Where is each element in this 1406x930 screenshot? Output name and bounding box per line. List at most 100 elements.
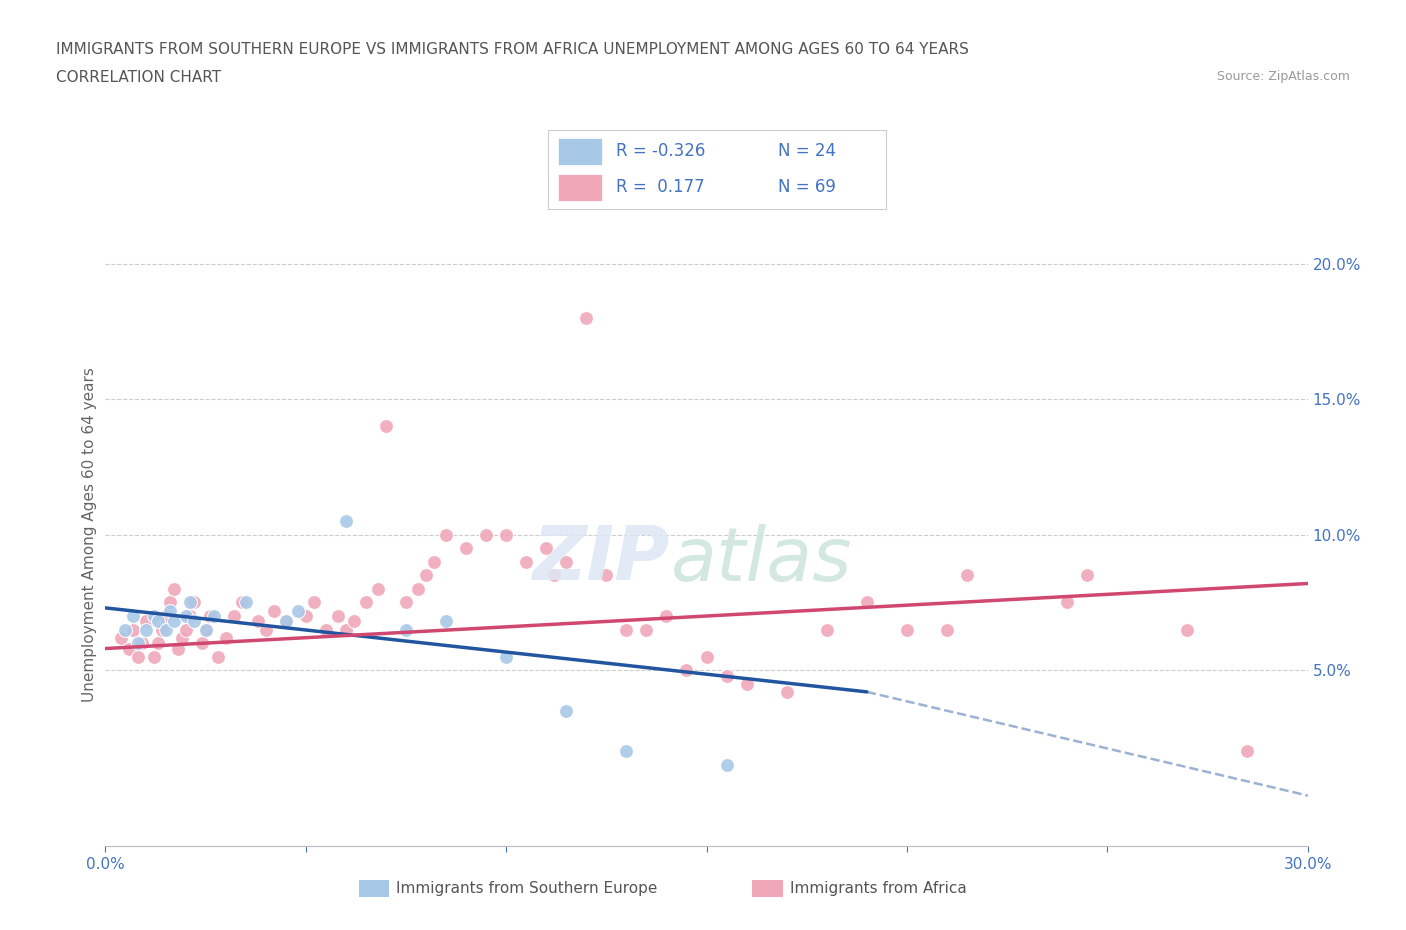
Point — [395, 595, 418, 610]
Point — [194, 622, 217, 637]
Point — [855, 595, 877, 610]
Point — [274, 614, 297, 629]
Point — [395, 622, 418, 637]
Point — [190, 636, 212, 651]
Point — [515, 554, 537, 569]
Point — [162, 614, 184, 629]
Point — [575, 311, 598, 325]
Point — [655, 608, 678, 623]
Point — [315, 622, 337, 637]
Point — [122, 608, 145, 623]
Point — [776, 684, 799, 699]
Point — [434, 527, 457, 542]
Point — [150, 622, 173, 637]
Point — [302, 595, 325, 610]
Point — [434, 614, 457, 629]
Point — [274, 614, 297, 629]
Point — [406, 581, 429, 596]
Text: R = -0.326: R = -0.326 — [616, 141, 706, 160]
Point — [423, 554, 446, 569]
Point — [815, 622, 838, 637]
Point — [146, 636, 169, 651]
Point — [495, 527, 517, 542]
Point — [198, 608, 221, 623]
Point — [735, 676, 758, 691]
Point — [896, 622, 918, 637]
Point — [135, 614, 157, 629]
Point — [127, 649, 149, 664]
Point — [110, 631, 132, 645]
Point — [179, 595, 201, 610]
Point — [254, 622, 277, 637]
Y-axis label: Unemployment Among Ages 60 to 64 years: Unemployment Among Ages 60 to 64 years — [82, 367, 97, 702]
Point — [374, 418, 398, 433]
Point — [142, 608, 165, 623]
Point — [335, 622, 357, 637]
Text: IMMIGRANTS FROM SOUTHERN EUROPE VS IMMIGRANTS FROM AFRICA UNEMPLOYMENT AMONG AGE: IMMIGRANTS FROM SOUTHERN EUROPE VS IMMIG… — [56, 42, 969, 57]
Text: CORRELATION CHART: CORRELATION CHART — [56, 70, 221, 85]
Point — [1076, 568, 1098, 583]
Point — [367, 581, 389, 596]
Bar — [558, 139, 602, 165]
Point — [155, 622, 177, 637]
Text: R =  0.177: R = 0.177 — [616, 179, 704, 196]
Point — [696, 649, 718, 664]
Point — [183, 614, 205, 629]
Point — [936, 622, 959, 637]
Point — [235, 595, 257, 610]
Point — [207, 649, 229, 664]
Point — [174, 608, 197, 623]
Point — [595, 568, 617, 583]
Point — [636, 622, 658, 637]
Point — [475, 527, 498, 542]
Point — [202, 608, 225, 623]
Text: Immigrants from Africa: Immigrants from Africa — [790, 881, 967, 896]
Point — [534, 541, 557, 556]
Point — [155, 608, 177, 623]
Point — [166, 641, 188, 656]
Point — [326, 608, 349, 623]
Point — [956, 568, 979, 583]
Point — [146, 614, 169, 629]
Point — [135, 622, 157, 637]
Point — [131, 636, 153, 651]
Point — [246, 614, 269, 629]
Point — [295, 608, 318, 623]
Point — [231, 595, 253, 610]
Point — [162, 581, 184, 596]
Point — [183, 595, 205, 610]
Point — [495, 649, 517, 664]
Point — [114, 622, 136, 637]
Point — [1236, 744, 1258, 759]
Point — [142, 649, 165, 664]
Point — [343, 614, 366, 629]
Point — [159, 595, 181, 610]
Point — [415, 568, 437, 583]
Text: atlas: atlas — [671, 524, 852, 596]
Text: N = 24: N = 24 — [778, 141, 835, 160]
Point — [616, 744, 638, 759]
Point — [716, 668, 738, 683]
Point — [543, 568, 565, 583]
Point — [214, 631, 236, 645]
Point — [1177, 622, 1199, 637]
Point — [170, 631, 193, 645]
Point — [174, 622, 197, 637]
Point — [675, 663, 697, 678]
Text: Source: ZipAtlas.com: Source: ZipAtlas.com — [1216, 70, 1350, 83]
Point — [335, 513, 357, 528]
Point — [118, 641, 141, 656]
Bar — [558, 175, 602, 202]
Point — [1056, 595, 1078, 610]
Point — [616, 622, 638, 637]
Point — [287, 604, 309, 618]
Point — [127, 636, 149, 651]
Point — [454, 541, 477, 556]
Point — [159, 604, 181, 618]
Point — [263, 604, 285, 618]
Text: ZIP: ZIP — [533, 524, 671, 596]
Point — [194, 622, 217, 637]
Text: N = 69: N = 69 — [778, 179, 835, 196]
Text: Immigrants from Southern Europe: Immigrants from Southern Europe — [396, 881, 658, 896]
Point — [354, 595, 377, 610]
